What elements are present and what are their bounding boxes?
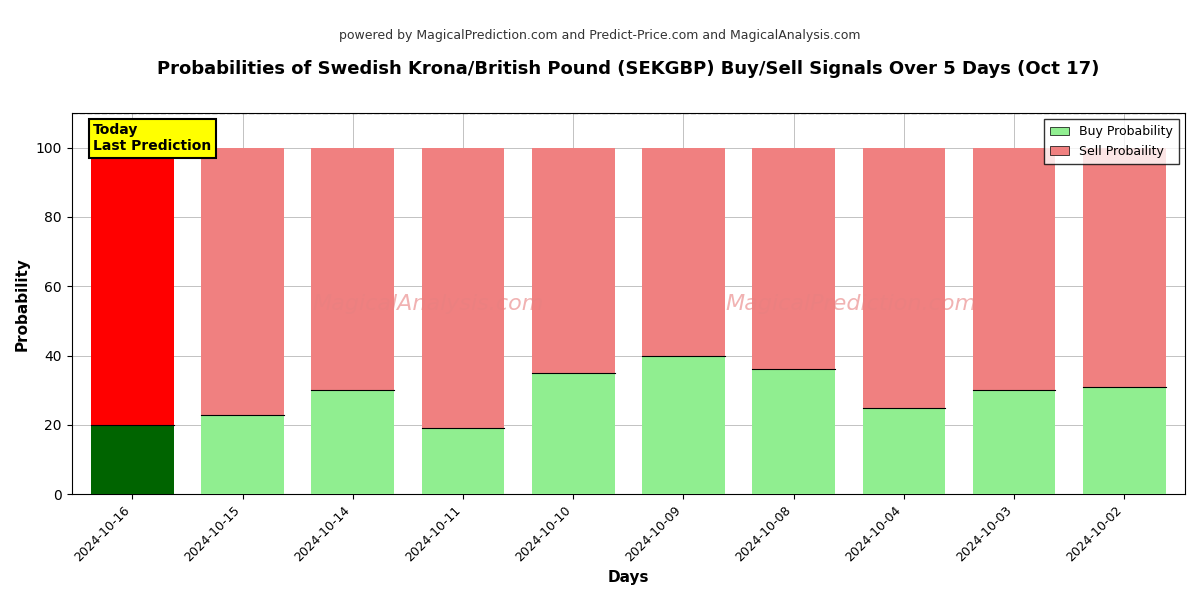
Title: Probabilities of Swedish Krona/British Pound (SEKGBP) Buy/Sell Signals Over 5 Da: Probabilities of Swedish Krona/British P… <box>157 60 1099 78</box>
Bar <box>973 148 1056 390</box>
Bar <box>421 428 504 494</box>
Text: MagicalAnalysis.com: MagicalAnalysis.com <box>312 293 544 314</box>
Bar <box>973 390 1056 494</box>
Bar <box>91 425 174 494</box>
Bar <box>642 356 725 494</box>
Bar <box>532 148 614 373</box>
Bar <box>202 415 284 494</box>
Bar <box>532 373 614 494</box>
Bar <box>863 407 946 494</box>
X-axis label: Days: Days <box>607 570 649 585</box>
Bar <box>752 370 835 494</box>
Legend: Buy Probability, Sell Probaility: Buy Probability, Sell Probaility <box>1044 119 1178 164</box>
Bar <box>202 148 284 415</box>
Text: Today
Last Prediction: Today Last Prediction <box>94 123 211 154</box>
Bar <box>1084 148 1165 387</box>
Text: powered by MagicalPrediction.com and Predict-Price.com and MagicalAnalysis.com: powered by MagicalPrediction.com and Pre… <box>340 29 860 42</box>
Y-axis label: Probability: Probability <box>16 257 30 350</box>
Bar <box>863 148 946 407</box>
Bar <box>752 148 835 370</box>
Bar <box>312 148 394 390</box>
Bar <box>91 148 174 425</box>
Bar <box>421 148 504 428</box>
Text: MagicalPrediction.com: MagicalPrediction.com <box>726 293 977 314</box>
Bar <box>312 390 394 494</box>
Bar <box>642 148 725 356</box>
Bar <box>1084 387 1165 494</box>
